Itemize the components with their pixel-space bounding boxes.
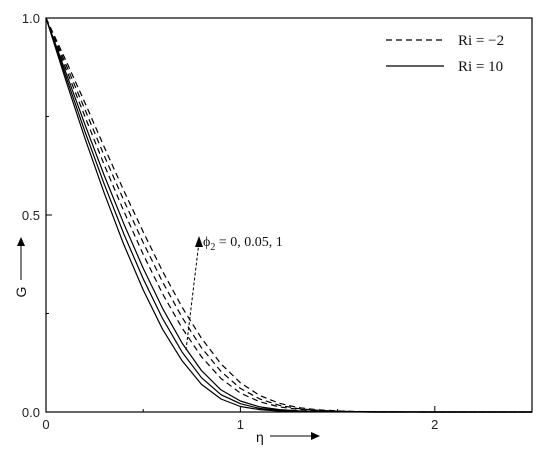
legend: Ri = −2 Ri = 10 [386, 33, 504, 75]
legend-label-solid: Ri = 10 [458, 59, 503, 75]
phi-label: ϕ2 = 0, 0.05, 1 [203, 235, 283, 253]
annotation-arrow-shaft [185, 241, 200, 351]
y-axis-label: G [13, 287, 29, 298]
phi-annotation: ϕ2 = 0, 0.05, 1 [185, 235, 283, 351]
y-tick-label-0: 0.0 [22, 405, 40, 420]
x-axis-title: η [256, 429, 320, 445]
annotation-arrow-head [195, 236, 203, 247]
y-tick-label-1: 0.5 [22, 208, 40, 223]
x-axis-label: η [256, 429, 264, 445]
x-tick-label-2: 2 [431, 417, 438, 432]
x-tick-label-0: 0 [42, 417, 49, 432]
y-tick-label-2: 1.0 [22, 11, 40, 26]
ticks-layer: 0 1 2 0.0 0.5 1.0 [22, 11, 438, 432]
phi-symbol: ϕ [203, 235, 210, 250]
phi-values: = 0, 0.05, 1 [215, 235, 282, 250]
x-axis-arrow-head [311, 432, 320, 440]
x-tick-label-1: 1 [237, 417, 244, 432]
plot-frame [45, 17, 533, 413]
y-axis-arrow-head [17, 237, 25, 246]
y-axis-title: G [13, 237, 29, 297]
series-line-5 [45, 17, 532, 413]
phi-subscript: 2 [210, 242, 215, 253]
legend-label-dashed: Ri = −2 [458, 33, 504, 49]
